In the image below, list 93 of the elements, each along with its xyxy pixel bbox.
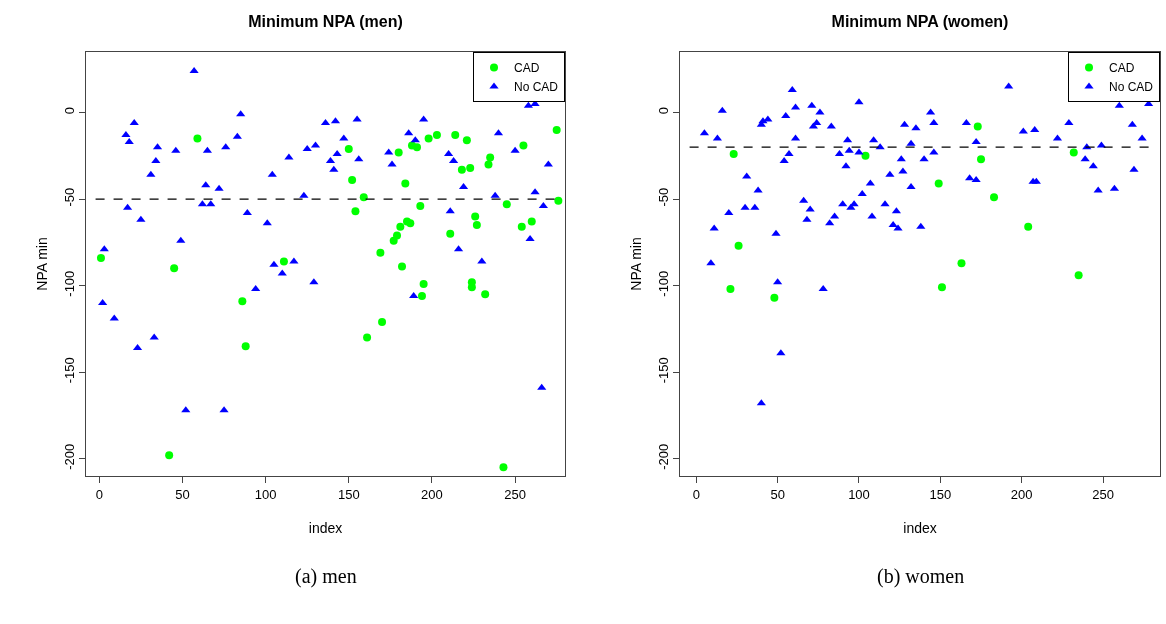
point	[457, 165, 466, 174]
x-tick-label: 100	[848, 486, 870, 502]
x-axis-title: index	[308, 519, 343, 536]
point	[462, 136, 471, 145]
y-tick-label: -200	[655, 443, 671, 470]
y-tick-label: 0	[655, 107, 671, 115]
legend-label: CAD	[514, 61, 540, 76]
point	[466, 163, 475, 172]
point	[729, 150, 738, 159]
point	[527, 217, 536, 226]
legend-label: No CAD	[514, 80, 559, 95]
point	[376, 248, 385, 257]
x-tick-label: 150	[929, 486, 952, 502]
x-tick-label: 250	[504, 486, 526, 502]
y-tick-label: -100	[61, 270, 77, 297]
point	[471, 212, 480, 221]
x-tick-label: 250	[1092, 486, 1114, 502]
y-tick-label: -50	[61, 187, 77, 207]
y-tick-label: -100	[655, 270, 671, 297]
point	[446, 229, 455, 238]
legend-label: No CAD	[1109, 80, 1154, 95]
point	[389, 236, 398, 245]
point	[519, 141, 528, 150]
point	[481, 290, 490, 299]
point	[861, 151, 870, 160]
x-tick-label: 50	[175, 486, 190, 502]
point	[348, 176, 357, 185]
point	[517, 222, 526, 231]
point	[957, 259, 966, 268]
point	[486, 153, 495, 162]
text: (a) men	[295, 565, 357, 588]
point	[499, 463, 508, 472]
point	[990, 193, 999, 202]
point	[412, 143, 421, 152]
point	[467, 283, 476, 292]
y-tick-label: -200	[61, 443, 77, 470]
point	[726, 285, 735, 294]
point	[416, 202, 425, 211]
point	[934, 179, 943, 188]
point	[502, 200, 511, 209]
x-axis-title: index	[903, 519, 937, 536]
point	[394, 148, 403, 157]
x-tick-label: 150	[337, 486, 360, 502]
point	[398, 262, 407, 271]
point	[973, 122, 982, 131]
point	[279, 257, 288, 266]
point	[96, 253, 105, 262]
point	[472, 221, 481, 230]
point	[238, 297, 247, 306]
point	[770, 293, 779, 302]
x-tick-label: 50	[770, 486, 785, 502]
point	[401, 179, 410, 188]
point	[432, 131, 441, 140]
text: (b) women	[877, 565, 965, 588]
y-axis-title: NPA min	[628, 237, 645, 291]
legend-label: CAD	[1109, 61, 1135, 76]
point	[170, 264, 179, 273]
point	[359, 193, 368, 202]
x-tick-label: 0	[692, 486, 700, 502]
point	[344, 144, 353, 153]
point	[734, 241, 743, 250]
y-tick-label: -150	[655, 357, 671, 384]
point	[363, 333, 372, 342]
y-tick-label: -50	[655, 187, 671, 207]
point	[1074, 271, 1083, 280]
point	[937, 283, 946, 292]
point	[552, 125, 561, 134]
point	[241, 342, 250, 351]
point	[396, 222, 405, 231]
point	[378, 317, 387, 326]
point	[193, 134, 202, 143]
point	[165, 451, 174, 460]
x-tick-label: 100	[254, 486, 277, 502]
point	[419, 279, 428, 288]
point	[1024, 222, 1033, 231]
y-axis-title: NPA min	[34, 237, 51, 291]
x-tick-label: 200	[1010, 486, 1033, 502]
point	[977, 155, 986, 164]
point	[484, 160, 493, 169]
point	[424, 134, 433, 143]
y-tick-label: 0	[61, 107, 77, 115]
point	[1069, 148, 1078, 157]
point	[451, 131, 460, 140]
point	[406, 219, 415, 228]
point	[554, 196, 563, 205]
point	[351, 207, 360, 216]
chart-title: Minimum NPA (men)	[248, 12, 403, 30]
point	[417, 292, 426, 301]
x-tick-label: 200	[421, 486, 443, 502]
point	[393, 231, 402, 240]
chart-title: Minimum NPA (women)	[831, 12, 1009, 30]
y-tick-label: -150	[61, 357, 77, 384]
x-tick-label: 0	[95, 486, 103, 502]
